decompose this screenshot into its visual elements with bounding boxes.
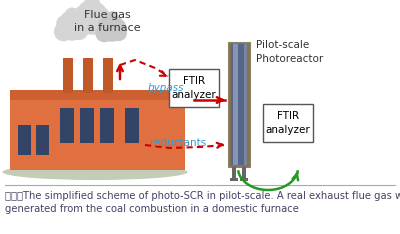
Circle shape	[71, 23, 88, 39]
Circle shape	[57, 16, 72, 30]
FancyBboxPatch shape	[228, 42, 250, 167]
Text: 図一：The simplified scheme of photo-SCR in pilot-scale. A real exhaust flue gas wa: 図一：The simplified scheme of photo-SCR in…	[5, 191, 400, 201]
Circle shape	[78, 6, 106, 34]
Ellipse shape	[2, 164, 188, 180]
FancyBboxPatch shape	[10, 90, 185, 100]
FancyBboxPatch shape	[103, 58, 113, 93]
Circle shape	[101, 19, 123, 41]
Circle shape	[69, 14, 84, 28]
Circle shape	[113, 20, 125, 32]
Circle shape	[96, 25, 112, 42]
FancyBboxPatch shape	[80, 108, 94, 143]
FancyBboxPatch shape	[36, 125, 49, 155]
Circle shape	[73, 17, 86, 30]
FancyBboxPatch shape	[100, 108, 114, 143]
Circle shape	[93, 7, 109, 23]
Circle shape	[84, 0, 100, 12]
Text: Flue gas
in a furnace: Flue gas in a furnace	[74, 10, 140, 33]
Text: FTIR
analyzer: FTIR analyzer	[266, 111, 310, 135]
FancyBboxPatch shape	[263, 104, 313, 142]
FancyBboxPatch shape	[63, 58, 73, 93]
FancyBboxPatch shape	[240, 178, 248, 181]
FancyBboxPatch shape	[231, 44, 247, 165]
Circle shape	[54, 23, 73, 41]
Circle shape	[98, 19, 112, 32]
Text: generated from the coal combustion in a domestic furnace: generated from the coal combustion in a …	[5, 204, 299, 214]
FancyBboxPatch shape	[145, 100, 185, 170]
FancyBboxPatch shape	[230, 178, 238, 181]
Circle shape	[111, 25, 126, 40]
FancyBboxPatch shape	[125, 108, 139, 143]
Circle shape	[109, 17, 122, 30]
Text: Pilot-scale
Photoreactor: Pilot-scale Photoreactor	[256, 40, 323, 64]
FancyBboxPatch shape	[233, 44, 238, 165]
Text: FTIR
analyzer: FTIR analyzer	[172, 76, 216, 100]
FancyBboxPatch shape	[10, 115, 55, 170]
FancyBboxPatch shape	[244, 44, 247, 165]
Circle shape	[91, 14, 110, 33]
FancyBboxPatch shape	[60, 108, 74, 143]
Circle shape	[88, 3, 105, 20]
Circle shape	[106, 12, 118, 24]
Circle shape	[74, 6, 91, 23]
Circle shape	[66, 8, 78, 21]
FancyBboxPatch shape	[18, 125, 31, 155]
Circle shape	[72, 14, 93, 35]
FancyBboxPatch shape	[232, 167, 236, 180]
FancyBboxPatch shape	[169, 69, 219, 107]
FancyBboxPatch shape	[242, 167, 246, 180]
FancyBboxPatch shape	[10, 90, 185, 170]
Text: reductants: reductants	[150, 138, 206, 148]
Circle shape	[61, 12, 76, 28]
Circle shape	[60, 16, 84, 40]
FancyBboxPatch shape	[83, 58, 93, 93]
Text: bypass: bypass	[148, 83, 184, 93]
Circle shape	[79, 2, 97, 20]
Circle shape	[102, 16, 116, 30]
